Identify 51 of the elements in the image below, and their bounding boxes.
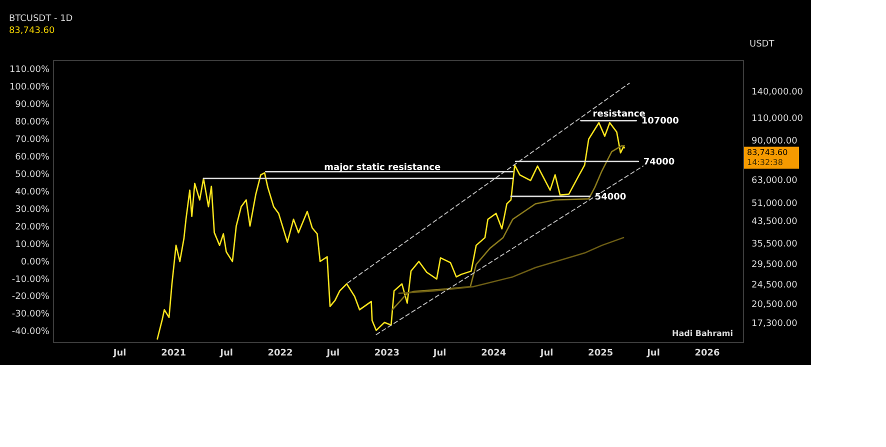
y-tick-label: 29,500.00: [752, 260, 798, 270]
annotation: 107000: [641, 116, 679, 127]
x-tick-label: Jul: [326, 348, 340, 358]
y2-tick-label: 10.00%: [15, 240, 50, 250]
y-tick-label: 90,000.00: [752, 136, 798, 146]
y-tick-label: 20,500.00: [752, 300, 798, 310]
y2-tick-label: 30.00%: [15, 204, 50, 215]
x-tick-label: Jul: [219, 348, 233, 358]
y2-tick-label: 100.00%: [9, 82, 50, 93]
line-series: [156, 122, 626, 340]
annotation: 74000: [643, 157, 675, 168]
y2-tick-label: -40.00%: [12, 327, 50, 338]
chart-title: BTCUSDT - 1D: [8, 14, 73, 24]
x-tick-label: 2024: [481, 348, 506, 358]
line-series: [398, 236, 624, 294]
y-tick-label: 43,500.00: [752, 216, 798, 227]
y2-tick-label: 110.00%: [9, 65, 50, 76]
y-tick-label: 63,000.00: [752, 176, 798, 186]
y-axis-title: USDT: [750, 40, 775, 50]
annotation: 54000: [594, 192, 626, 202]
annotation: major static resistance: [324, 163, 441, 174]
y2-tick-label: 90.00%: [15, 100, 50, 110]
x-tick-label: 2025: [588, 348, 614, 358]
y-tick-label: 35,500.00: [752, 239, 798, 250]
y2-tick-label: 80.00%: [15, 118, 50, 128]
text: 14:32:38: [747, 158, 783, 167]
text: 83,743.60: [747, 148, 788, 157]
y2-tick-label: 40.00%: [15, 187, 50, 198]
x-tick-label: 2023: [374, 348, 400, 358]
x-tick-label: 2021: [161, 348, 186, 358]
y-tick-label: 140,000.00: [752, 87, 804, 98]
x-tick-label: Jul: [432, 348, 446, 358]
y2-tick-label: -20.00%: [12, 292, 50, 302]
y2-tick-label: -10.00%: [12, 274, 50, 285]
y-tick-label: 51,000.00: [752, 199, 798, 210]
x-tick-label: 2026: [694, 348, 720, 358]
y2-tick-label: 70.00%: [15, 135, 50, 146]
text: 83,743.60: [8, 26, 56, 36]
y2-tick-label: 60.00%: [15, 152, 50, 163]
annotation: Hadi Bahrami: [672, 329, 734, 338]
x-tick-label: 2022: [268, 348, 293, 358]
y2-tick-label: 50.00%: [15, 170, 50, 180]
x-tick-label: Jul: [539, 348, 554, 358]
x-tick-label: Jul: [112, 348, 126, 358]
y2-tick-label: 20.00%: [15, 222, 50, 232]
y-tick-label: 17,300.00: [752, 318, 798, 329]
y2-tick-label: 0.00%: [20, 257, 50, 268]
y-tick-label: 110,000.00: [752, 114, 804, 124]
y-tick-label: 24,500.00: [752, 280, 798, 290]
y2-tick-label: -30.00%: [12, 310, 50, 320]
x-tick-label: Jul: [646, 348, 660, 358]
